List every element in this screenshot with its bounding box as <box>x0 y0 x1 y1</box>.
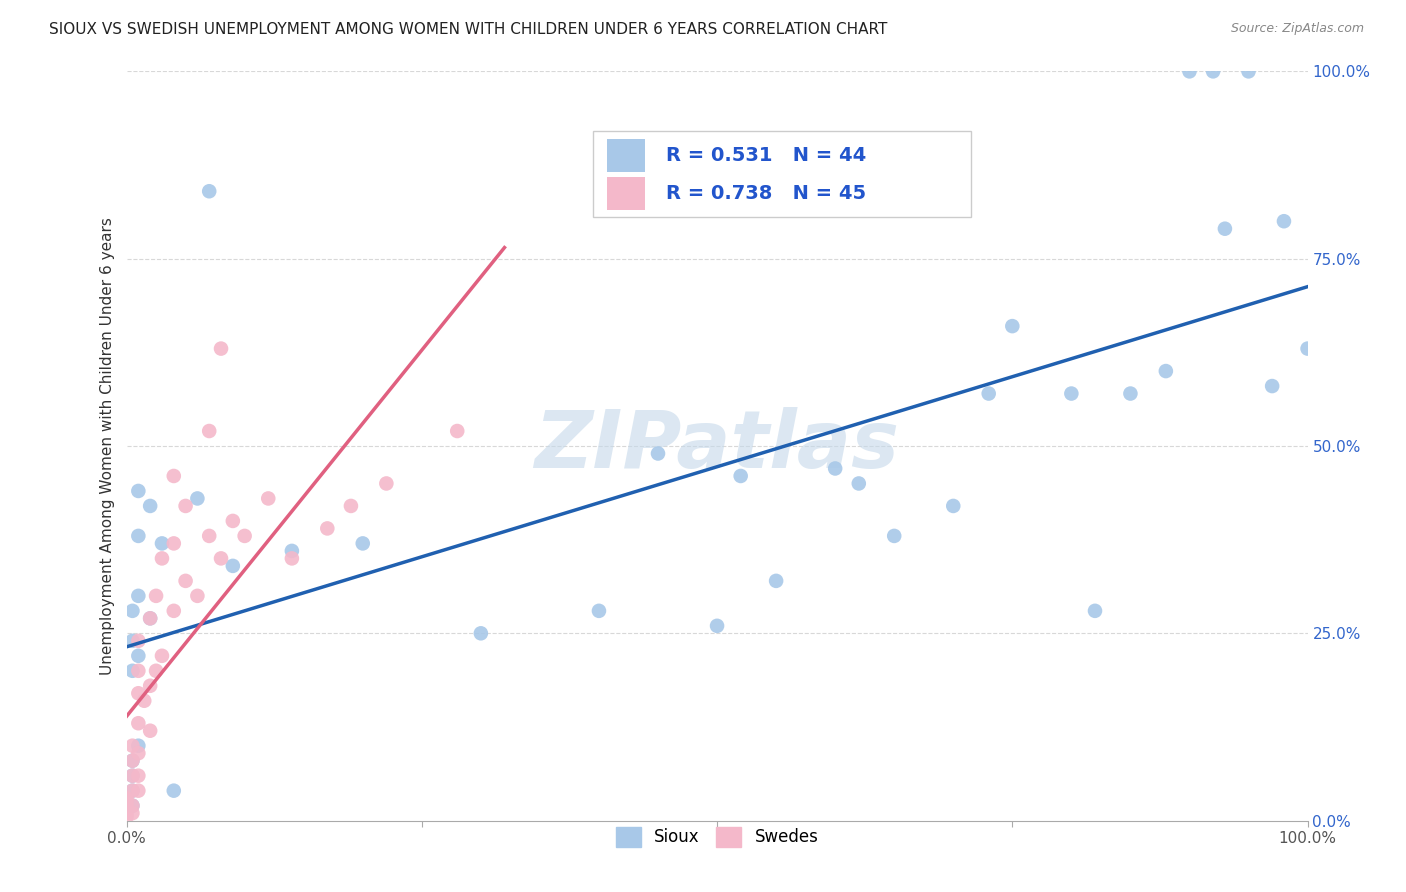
Point <box>174 574 197 588</box>
Point <box>115 791 138 805</box>
Point <box>150 648 173 663</box>
Point <box>1237 64 1260 78</box>
Point <box>163 783 186 797</box>
Point <box>1272 214 1295 228</box>
Text: Source: ZipAtlas.com: Source: ZipAtlas.com <box>1230 22 1364 36</box>
Point <box>121 798 143 813</box>
Point <box>1154 364 1177 378</box>
Point <box>222 514 245 528</box>
Point <box>115 810 138 824</box>
Legend: Sioux, Swedes: Sioux, Swedes <box>609 820 825 854</box>
Point <box>127 769 149 783</box>
Point <box>121 783 143 797</box>
Point <box>127 529 149 543</box>
Point <box>115 798 138 813</box>
Point <box>1119 386 1142 401</box>
Point <box>139 679 162 693</box>
Point <box>1060 386 1083 401</box>
Point <box>281 551 304 566</box>
Bar <box>607 177 645 210</box>
Point <box>730 469 752 483</box>
Point <box>145 589 167 603</box>
Point <box>127 746 149 760</box>
Point <box>150 551 173 566</box>
Point <box>281 544 304 558</box>
Point <box>121 754 143 768</box>
Point <box>316 521 339 535</box>
Point <box>127 716 149 731</box>
Point <box>145 664 167 678</box>
Point <box>127 739 149 753</box>
Point <box>848 476 870 491</box>
Point <box>977 386 1000 401</box>
Point <box>352 536 374 550</box>
Point <box>1296 342 1319 356</box>
Point <box>1084 604 1107 618</box>
Point <box>139 499 162 513</box>
Point <box>209 342 232 356</box>
Point <box>121 754 143 768</box>
Text: SIOUX VS SWEDISH UNEMPLOYMENT AMONG WOMEN WITH CHILDREN UNDER 6 YEARS CORRELATIO: SIOUX VS SWEDISH UNEMPLOYMENT AMONG WOME… <box>49 22 887 37</box>
Point <box>139 723 162 738</box>
Point <box>1001 319 1024 334</box>
Point <box>186 491 208 506</box>
Point <box>340 499 363 513</box>
Point <box>706 619 728 633</box>
Point <box>375 476 398 491</box>
Point <box>198 184 221 198</box>
Text: R = 0.738   N = 45: R = 0.738 N = 45 <box>666 184 866 202</box>
Point <box>257 491 280 506</box>
Point <box>127 686 149 700</box>
Point <box>209 551 232 566</box>
Point <box>470 626 492 640</box>
Y-axis label: Unemployment Among Women with Children Under 6 years: Unemployment Among Women with Children U… <box>100 217 115 675</box>
Point <box>127 589 149 603</box>
Point <box>121 783 143 797</box>
Point <box>121 664 143 678</box>
Point <box>121 739 143 753</box>
Point <box>127 648 149 663</box>
Point <box>174 499 197 513</box>
Point <box>127 483 149 498</box>
Point <box>163 469 186 483</box>
FancyBboxPatch shape <box>593 131 972 218</box>
Point <box>1202 64 1225 78</box>
Point <box>942 499 965 513</box>
Point <box>163 536 186 550</box>
Point <box>647 446 669 460</box>
Point <box>163 604 186 618</box>
Text: ZIPatlas: ZIPatlas <box>534 407 900 485</box>
Point <box>1178 64 1201 78</box>
Point <box>139 611 162 625</box>
Point <box>186 589 208 603</box>
Point <box>824 461 846 475</box>
Point <box>121 769 143 783</box>
Point <box>127 783 149 797</box>
Point <box>121 604 143 618</box>
Point <box>121 798 143 813</box>
Point <box>1261 379 1284 393</box>
Point <box>446 424 468 438</box>
Point <box>115 806 138 821</box>
Point <box>121 769 143 783</box>
Point <box>127 633 149 648</box>
Point <box>765 574 787 588</box>
Point <box>121 806 143 821</box>
Point <box>134 694 156 708</box>
Point <box>198 529 221 543</box>
Text: R = 0.531   N = 44: R = 0.531 N = 44 <box>666 146 866 165</box>
Point <box>233 529 256 543</box>
Bar <box>607 139 645 172</box>
Point <box>127 664 149 678</box>
Point <box>883 529 905 543</box>
Point <box>115 795 138 809</box>
Point <box>115 802 138 816</box>
Point <box>150 536 173 550</box>
Point <box>588 604 610 618</box>
Point <box>139 611 162 625</box>
Point <box>121 633 143 648</box>
Point <box>198 424 221 438</box>
Point <box>222 558 245 573</box>
Point <box>1213 221 1236 235</box>
